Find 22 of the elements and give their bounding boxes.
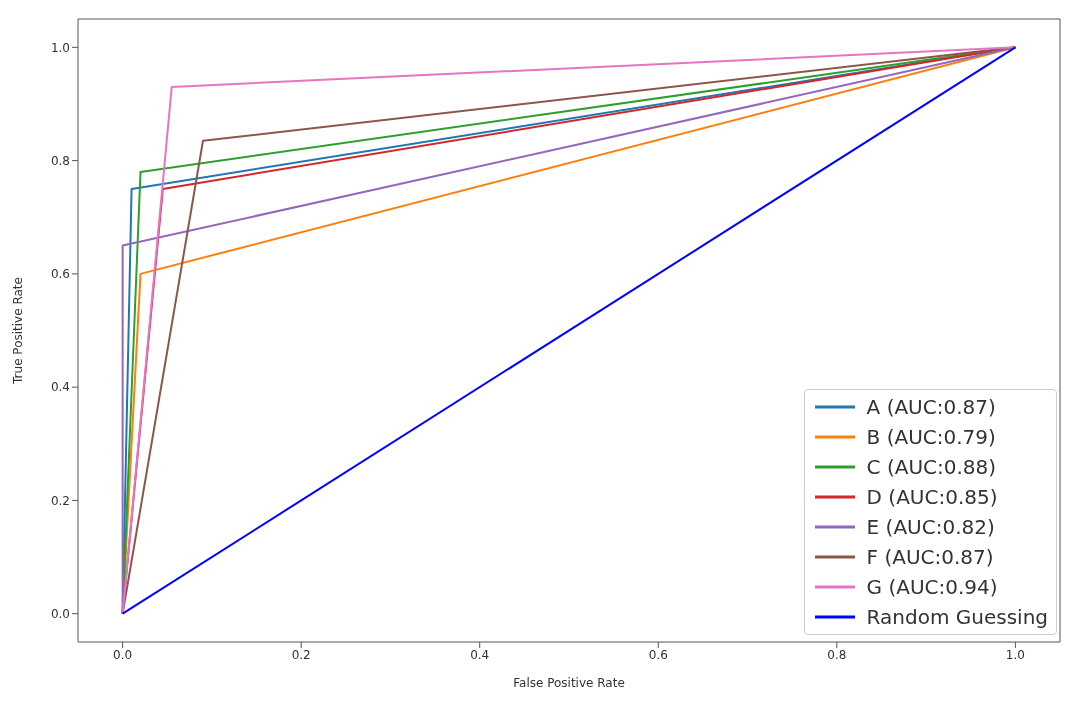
legend-label: G (AUC:0.94) <box>866 575 998 599</box>
x-tick-label: 0.6 <box>648 647 668 662</box>
legend-label: Random Guessing <box>866 605 1048 629</box>
legend-label: A (AUC:0.87) <box>866 395 996 419</box>
y-axis-title: True Positive Rate <box>11 277 26 385</box>
y-tick-label: 0.8 <box>50 153 70 168</box>
x-axis-title: False Positive Rate <box>513 676 625 690</box>
y-tick-label: 1.0 <box>50 40 70 55</box>
legend-label: F (AUC:0.87) <box>866 545 994 569</box>
y-tick-label: 0.0 <box>50 606 70 621</box>
y-tick-label: 0.4 <box>50 380 70 395</box>
x-tick-label: 0.2 <box>291 647 311 662</box>
x-tick-label: 0.0 <box>113 647 133 662</box>
legend-label: B (AUC:0.79) <box>866 425 996 449</box>
legend-label: C (AUC:0.88) <box>866 455 997 479</box>
legend-label: D (AUC:0.85) <box>866 485 998 509</box>
legend-label: E (AUC:0.82) <box>866 515 995 539</box>
y-tick-label: 0.6 <box>50 267 70 282</box>
y-tick-label: 0.2 <box>50 493 70 508</box>
x-tick-label: 1.0 <box>1005 647 1025 662</box>
x-tick-label: 0.4 <box>470 647 490 662</box>
x-tick-label: 0.8 <box>827 647 847 662</box>
